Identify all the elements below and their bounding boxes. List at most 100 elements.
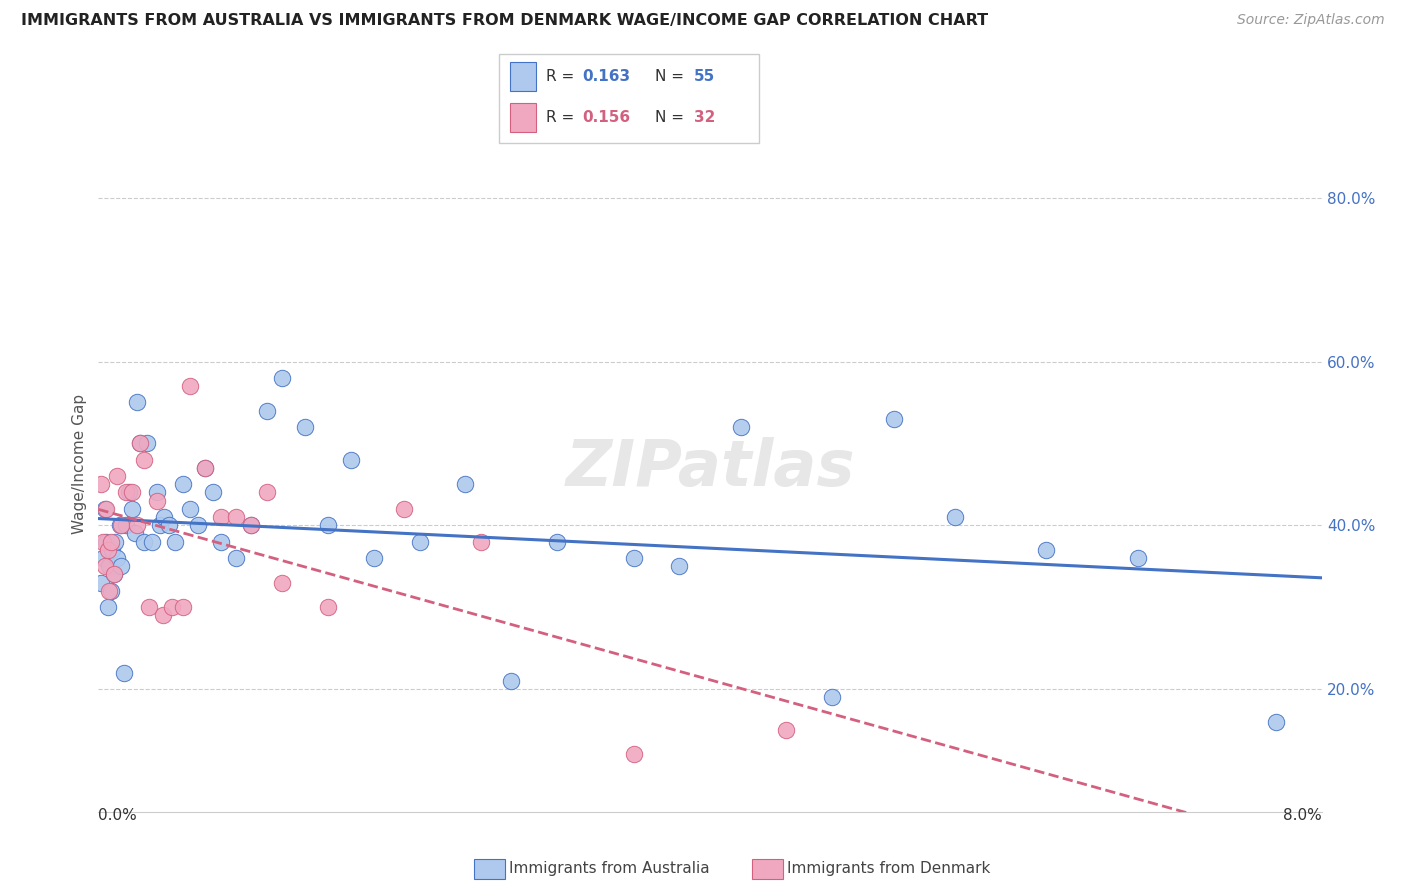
Point — [100, 534, 122, 549]
Point — [90, 477, 112, 491]
Point — [90, 575, 112, 590]
Point — [94, 501, 117, 516]
Text: 8.0%: 8.0% — [1282, 807, 1322, 822]
Text: Immigrants from Australia: Immigrants from Australia — [509, 862, 710, 876]
Point — [316, 600, 339, 615]
Point — [145, 493, 167, 508]
Point — [141, 534, 163, 549]
FancyBboxPatch shape — [509, 62, 536, 91]
Point — [93, 501, 115, 516]
Point — [103, 567, 125, 582]
Y-axis label: Wage/Income Gap: Wage/Income Gap — [72, 393, 87, 534]
Point — [209, 534, 232, 549]
Point — [339, 452, 361, 467]
Point — [668, 559, 690, 574]
Point — [172, 600, 194, 615]
Point — [94, 534, 117, 549]
Text: N =: N = — [655, 70, 689, 84]
Text: Immigrants from Denmark: Immigrants from Denmark — [787, 862, 991, 876]
FancyBboxPatch shape — [499, 54, 759, 143]
Point — [103, 567, 125, 582]
Text: N =: N = — [655, 111, 689, 125]
Point — [91, 551, 114, 566]
Text: R =: R = — [546, 70, 579, 84]
Text: 55: 55 — [695, 70, 716, 84]
Point — [363, 551, 385, 566]
Point — [91, 534, 114, 549]
Point — [470, 534, 492, 549]
Point — [240, 518, 263, 533]
Point — [623, 551, 645, 566]
Point — [101, 542, 124, 557]
Point — [121, 485, 143, 500]
Point — [93, 559, 115, 574]
Point — [194, 461, 217, 475]
Point — [294, 420, 316, 434]
Point — [270, 371, 294, 385]
Point — [316, 518, 339, 533]
Point — [97, 542, 120, 557]
Point — [179, 379, 201, 393]
Point — [105, 551, 128, 566]
Point — [730, 420, 752, 434]
Point — [100, 583, 122, 598]
Point — [125, 518, 148, 533]
Point — [546, 534, 568, 549]
Point — [225, 510, 247, 524]
Point — [256, 403, 278, 417]
Point — [118, 485, 141, 500]
Text: IMMIGRANTS FROM AUSTRALIA VS IMMIGRANTS FROM DENMARK WAGE/INCOME GAP CORRELATION: IMMIGRANTS FROM AUSTRALIA VS IMMIGRANTS … — [21, 13, 988, 29]
Text: 0.163: 0.163 — [582, 70, 630, 84]
Point — [179, 501, 201, 516]
Point — [128, 436, 150, 450]
Point — [408, 534, 430, 549]
Point — [115, 518, 138, 533]
FancyBboxPatch shape — [509, 103, 536, 132]
Point — [128, 436, 150, 450]
Point — [1035, 542, 1057, 557]
Point — [145, 485, 167, 500]
Point — [149, 518, 172, 533]
Point — [194, 461, 217, 475]
Point — [209, 510, 232, 524]
Point — [121, 501, 143, 516]
Point — [97, 600, 120, 615]
Point — [172, 477, 194, 491]
Point — [160, 600, 183, 615]
Point — [883, 412, 905, 426]
Text: 0.156: 0.156 — [582, 111, 630, 125]
Point — [98, 559, 121, 574]
Point — [136, 436, 159, 450]
Point — [157, 518, 180, 533]
Point — [108, 518, 131, 533]
Point — [138, 600, 160, 615]
Point — [110, 559, 132, 574]
Point — [125, 395, 148, 409]
Point — [256, 485, 278, 500]
Point — [225, 551, 247, 566]
Point — [187, 518, 209, 533]
Point — [98, 583, 121, 598]
Point — [392, 501, 416, 516]
Point — [105, 469, 128, 483]
Point — [110, 518, 132, 533]
Point — [240, 518, 263, 533]
Point — [943, 510, 966, 524]
Point — [163, 534, 186, 549]
Point — [454, 477, 477, 491]
Text: 0.0%: 0.0% — [98, 807, 138, 822]
Point — [775, 723, 797, 737]
Point — [115, 485, 138, 500]
Point — [104, 534, 127, 549]
Point — [124, 526, 146, 541]
Point — [152, 608, 174, 623]
Text: Source: ZipAtlas.com: Source: ZipAtlas.com — [1237, 13, 1385, 28]
Point — [134, 452, 156, 467]
Point — [202, 485, 225, 500]
Point — [153, 510, 176, 524]
Point — [1264, 714, 1286, 729]
Text: ZIPatlas: ZIPatlas — [565, 437, 855, 499]
Point — [821, 690, 844, 705]
Point — [623, 747, 645, 762]
Point — [134, 534, 156, 549]
